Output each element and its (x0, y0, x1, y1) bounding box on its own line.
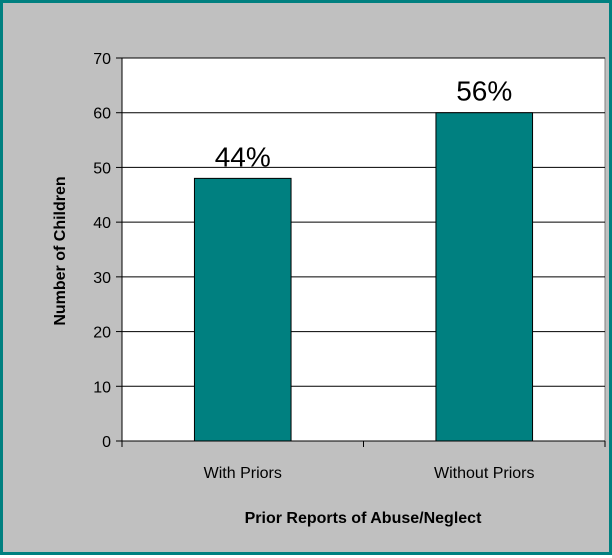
bar-without-priors (435, 112, 534, 442)
y-tick-label: 0 (102, 434, 111, 451)
y-tick-label: 40 (93, 215, 111, 232)
axes (116, 57, 606, 447)
bar-chart: 0 10 20 30 40 50 60 70 44% With Priors 56% Without … (52, 51, 606, 527)
y-axis-title: Number of Children (52, 176, 69, 325)
bars (193, 112, 534, 442)
data-label: 44% (215, 141, 271, 172)
y-tick-label: 60 (93, 106, 111, 123)
x-axis-title: Prior Reports of Abuse/Neglect (245, 510, 482, 527)
data-label: 56% (456, 76, 512, 107)
x-tick-label: Without Priors (434, 465, 534, 482)
y-tick-label: 30 (93, 270, 111, 287)
y-tick-label: 50 (93, 160, 111, 177)
y-tick-label: 70 (93, 51, 111, 68)
bar-with-priors (193, 177, 292, 442)
y-tick-label: 20 (93, 325, 111, 342)
x-tick-label: With Priors (204, 465, 282, 482)
labels: 0 10 20 30 40 50 60 70 44% With Priors 56% Without … (93, 51, 534, 482)
y-tick-label: 10 (93, 379, 111, 396)
